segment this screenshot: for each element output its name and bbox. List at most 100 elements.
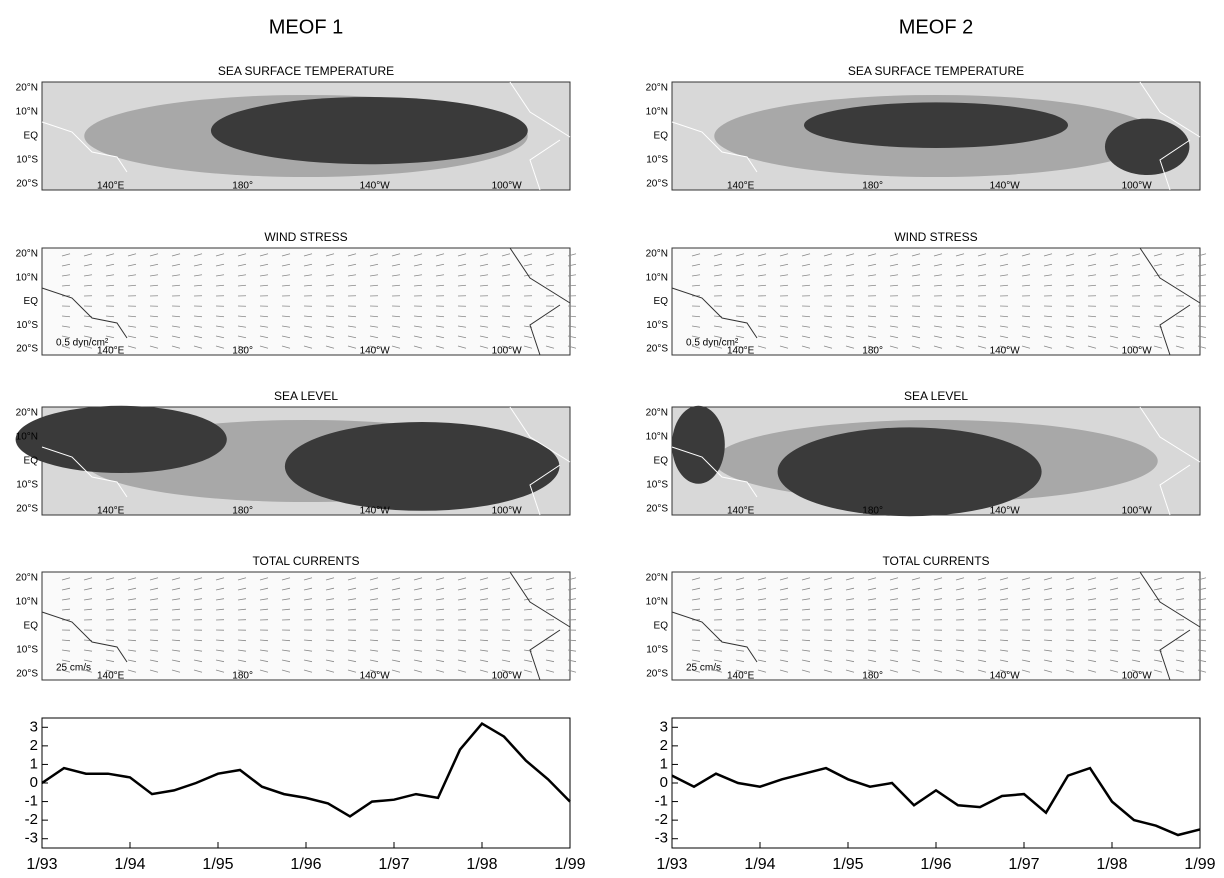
vector-arrow <box>801 659 811 663</box>
vector-arrow <box>1197 263 1207 267</box>
vector-arrow <box>545 639 555 642</box>
vector-arrow <box>933 649 943 652</box>
vector-arrow <box>545 345 555 349</box>
lon-label: 180° <box>232 346 253 357</box>
lon-label: 100°W <box>1122 346 1153 357</box>
lon-label: 100°W <box>1122 181 1153 192</box>
map-title: SEA LEVEL <box>904 389 968 403</box>
vector-arrow <box>1109 659 1119 663</box>
vector-arrow <box>391 639 401 642</box>
vector-arrow <box>1065 608 1075 611</box>
vector-arrow <box>1175 669 1185 673</box>
vector-arrow <box>999 649 1009 652</box>
vector-arrow <box>1065 598 1075 601</box>
vector-arrow <box>735 598 745 601</box>
vector-arrow <box>757 335 767 339</box>
vector-arrow <box>545 587 555 591</box>
vector-arrow <box>369 577 379 581</box>
vector-arrow <box>413 669 423 673</box>
vector-arrow <box>325 639 335 642</box>
vector-arrow <box>1021 649 1031 652</box>
vector-arrow <box>1153 587 1163 591</box>
series-line <box>671 766 1201 837</box>
vector-arrow <box>1197 639 1207 642</box>
lon-label: 100°W <box>492 346 523 357</box>
vector-arrow <box>933 639 943 642</box>
vector-arrow <box>1197 274 1207 277</box>
vector-arrow <box>889 253 899 257</box>
vector-arrow <box>1175 577 1185 581</box>
lon-label: 140°E <box>97 506 125 517</box>
vector-arrow <box>977 577 987 581</box>
vector-arrow <box>1087 669 1097 673</box>
map-shading <box>672 405 725 484</box>
vector-arrow <box>1197 284 1207 287</box>
vector-arrow <box>501 669 511 673</box>
vector-arrow <box>435 315 445 318</box>
vector-arrow <box>83 274 93 277</box>
vector-arrow <box>83 649 93 652</box>
lat-label: 20°N <box>646 408 668 419</box>
vector-arrow <box>105 587 115 591</box>
vector-arrow <box>457 263 467 267</box>
vector-arrow <box>61 587 71 591</box>
map-title: TOTAL CURRENTS <box>252 554 359 568</box>
vector-arrow <box>413 659 423 663</box>
vector-arrow <box>215 669 225 673</box>
vector-arrow <box>977 335 987 339</box>
vector-arrow <box>955 639 965 642</box>
vector-arrow <box>61 253 71 257</box>
vector-arrow <box>801 598 811 601</box>
vector-arrow <box>977 284 987 287</box>
vector-arrow <box>999 587 1009 591</box>
vector-arrow <box>545 325 555 328</box>
vector-arrow <box>281 345 291 349</box>
vector-arrow <box>999 669 1009 673</box>
vector-arrow <box>1043 253 1053 257</box>
vector-arrow <box>347 284 357 287</box>
vector-arrow <box>1109 253 1119 257</box>
vector-arrow <box>501 274 511 277</box>
vector-arrow <box>369 669 379 673</box>
vector-arrow <box>325 253 335 257</box>
vector-arrow <box>127 284 137 287</box>
vector-arrow <box>479 335 489 339</box>
vector-arrow <box>171 325 181 328</box>
vector-arrow <box>61 669 71 673</box>
vector-arrow <box>977 659 987 663</box>
vector-arrow <box>171 315 181 318</box>
vector-arrow <box>845 253 855 257</box>
vector-arrow <box>369 335 379 339</box>
vector-arrow <box>735 263 745 267</box>
map-frame <box>41 247 571 356</box>
vector-arrow <box>391 325 401 328</box>
lat-label: 20°N <box>16 573 38 584</box>
vector-arrow <box>999 253 1009 257</box>
y-tick-label: -1 <box>25 793 38 810</box>
vector-arrow <box>1131 587 1141 591</box>
vector-arrow <box>1021 659 1031 663</box>
vector-arrow <box>193 639 203 642</box>
vector-arrow <box>127 315 137 318</box>
vector-arrow <box>523 577 533 581</box>
vector-arrow <box>1021 274 1031 277</box>
vector-arrow <box>391 649 401 652</box>
lon-label: 140°W <box>990 346 1021 357</box>
vector-arrow <box>735 284 745 287</box>
vector-arrow <box>259 253 269 257</box>
vector-arrow <box>479 345 489 349</box>
vector-arrow <box>435 598 445 601</box>
vector-arrow <box>955 608 965 611</box>
coastline <box>671 571 1201 681</box>
map-title: WIND STRESS <box>264 230 347 244</box>
vector-arrow <box>735 659 745 663</box>
map-frame <box>41 571 571 681</box>
vector-arrow <box>867 649 877 652</box>
vector-arrow <box>171 598 181 601</box>
vector-arrow <box>1109 669 1119 673</box>
vector-arrow <box>889 274 899 277</box>
vector-arrow <box>801 284 811 287</box>
vector-arrow <box>1131 263 1141 267</box>
vector-arrow <box>1153 345 1163 349</box>
vector-arrow <box>735 587 745 591</box>
